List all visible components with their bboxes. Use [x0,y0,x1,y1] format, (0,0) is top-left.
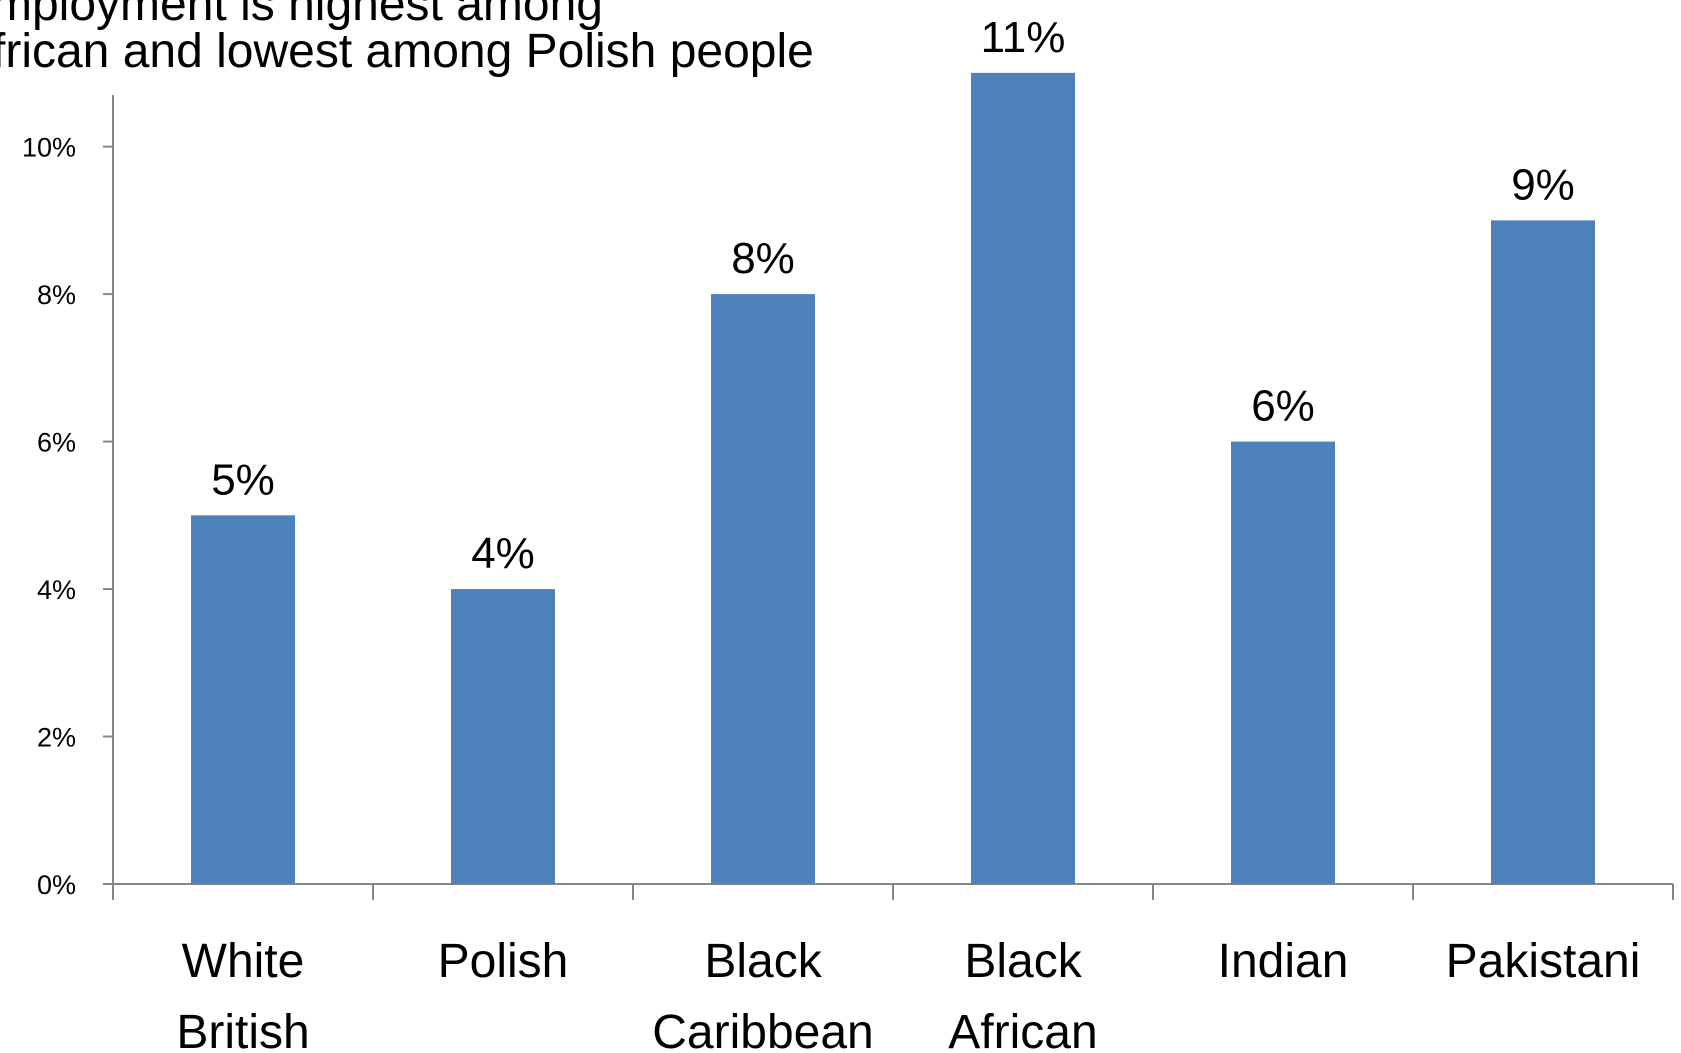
x-category-label: British [176,1006,309,1053]
bar-data-label: 11% [981,13,1066,62]
x-category-label: Black [964,935,1082,988]
bar [451,589,555,884]
bar [971,72,1075,885]
bar [711,294,815,884]
bar-data-label: 6% [1251,382,1315,431]
x-category-label: Caribbean [652,1006,873,1053]
x-category-label: Black [704,935,822,988]
bar-data-label: 9% [1511,160,1575,209]
bar [1491,220,1595,885]
chart-title-line: frican and lowest among Polish people [0,25,814,78]
x-category-label: Indian [1218,935,1349,988]
x-category-label: White [182,935,305,988]
bar-data-label: 5% [211,455,275,504]
bar-data-label: 4% [471,529,535,578]
x-category-label: African [948,1006,1097,1053]
data-labels: 5% 4% 8% 11% 6% 9% [211,13,1575,578]
bar [191,515,295,884]
chart-title-line: mployment is highest among [0,0,603,31]
y-tick-label: 4% [37,575,76,605]
bar-data-label: 8% [731,234,795,283]
bar [1231,441,1335,884]
bar-series [191,72,1595,885]
category-labels: White British Polish Black Caribbean Black Afr… [176,935,1640,1053]
y-tick-label: 6% [37,428,76,458]
x-category-label: Polish [438,935,569,988]
x-category-label: Pakistani [1446,935,1641,988]
y-tick-label: 8% [37,280,76,310]
y-tick-label: 2% [37,723,76,753]
y-tick-label: 0% [37,870,76,900]
y-tick-label: 10% [22,133,76,163]
chart-axes: 0% 2% 4% 6% 8% 10% [22,95,1674,900]
